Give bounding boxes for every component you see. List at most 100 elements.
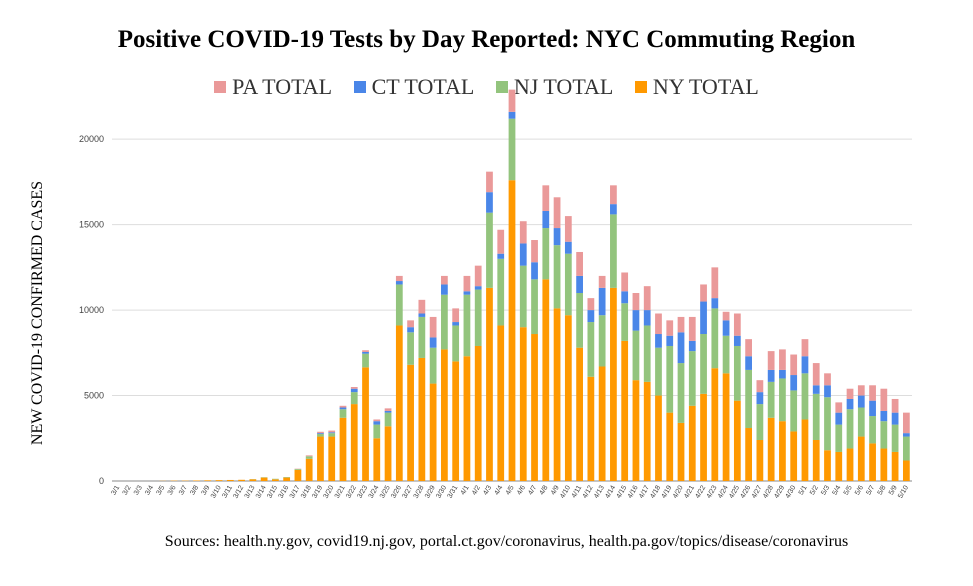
bar-pa-total (474, 265, 482, 287)
bar-nj-total (463, 294, 471, 357)
bar-ny-total (531, 334, 538, 481)
bar-nj-total (891, 424, 899, 452)
x-tick-label: 4/25 (728, 484, 741, 499)
bar-nj-total (677, 363, 685, 423)
x-tick-label: 4/16 (627, 484, 640, 499)
bar-pa-total (880, 388, 888, 411)
bar-pa-total (756, 380, 764, 393)
bar-ny-total (407, 364, 414, 481)
x-tick-label: 3/8 (189, 484, 200, 496)
bar-nj-total (610, 214, 617, 288)
bar-ny-total (204, 480, 212, 481)
x-tick-label: 4/22 (694, 484, 707, 499)
x-tick-label: 4/7 (527, 484, 538, 496)
legend-item-ct: CT TOTAL (353, 74, 474, 100)
bar-pa-total (362, 350, 369, 352)
bar-ny-total (857, 436, 865, 481)
x-tick-label: 4/23 (706, 484, 719, 499)
bar-ny-total (226, 479, 234, 481)
bar-ny-total (519, 327, 527, 481)
chart-title: Positive COVID-19 Tests by Day Reported:… (117, 26, 856, 53)
y-tick-label: 20000 (79, 134, 104, 144)
bar-ny-total (835, 451, 843, 481)
bar-ct-total (722, 320, 730, 336)
bar-pa-total (835, 402, 843, 413)
bar-ny-total (553, 308, 561, 481)
sources-note: Sources: health.ny.gov, covid19.nj.gov, … (164, 533, 849, 550)
x-tick-label: 3/29 (424, 484, 437, 499)
x-tick-label: 3/16 (278, 484, 291, 499)
x-tick-label: 4/21 (683, 484, 696, 499)
bar-pa-total (643, 286, 651, 311)
legend-swatch-ct (353, 81, 366, 93)
bar-ct-total (441, 284, 448, 295)
bar-pa-total (801, 339, 809, 357)
bar-ct-total (835, 412, 843, 425)
x-tick-label: 5/2 (809, 484, 820, 496)
legend-item-nj: NJ TOTAL (495, 74, 613, 100)
bar-ct-total (508, 111, 516, 119)
x-tick-label: 5/1 (798, 484, 809, 496)
bar-pa-total (812, 363, 820, 386)
bar-ct-total (407, 327, 414, 333)
x-tick-label: 4/3 (482, 484, 493, 496)
x-tick-label: 5/6 (854, 484, 865, 496)
bar-nj-total (824, 397, 831, 451)
bar-ny-total (564, 315, 572, 481)
x-tick-label: 5/10 (897, 484, 910, 499)
bar-ny-total (846, 448, 854, 481)
bar-nj-total (733, 345, 741, 401)
bar-pa-total (902, 412, 910, 434)
x-tick-label: 4/12 (582, 484, 595, 499)
x-tick-label: 3/26 (390, 484, 403, 499)
bar-ny-total (677, 422, 685, 481)
x-tick-label: 5/9 (888, 484, 899, 496)
bar-ny-total (621, 340, 629, 481)
x-tick-label: 5/4 (832, 484, 843, 496)
bar-nj-total (835, 424, 843, 452)
bar-ct-total (643, 310, 651, 326)
bar-nj-total (317, 434, 324, 437)
x-tick-label: 3/25 (379, 484, 392, 499)
bar-nj-total (643, 325, 651, 382)
bar-nj-total (283, 477, 291, 478)
bar-ct-total (395, 281, 403, 285)
x-tick-label: 3/9 (201, 484, 212, 496)
bar-pa-total (317, 431, 324, 434)
bar-ct-total (317, 433, 324, 434)
bar-ny-total (880, 448, 888, 481)
bar-pa-total (497, 229, 505, 254)
bar-pa-total (519, 221, 527, 244)
bar-ny-total (418, 357, 426, 481)
legend-item-ny: NY TOTAL (634, 74, 759, 100)
y-tick-label: 0 (99, 476, 104, 486)
bar-pa-total (610, 185, 617, 205)
bar-pa-total (373, 419, 381, 422)
bar-ny-total (305, 458, 313, 481)
bar-ny-total (812, 439, 820, 481)
bar-nj-total (519, 265, 527, 328)
bar-ny-total (373, 438, 381, 481)
bar-ct-total (531, 262, 538, 280)
x-tick-label: 3/21 (334, 484, 347, 499)
x-tick-label: 3/22 (345, 484, 358, 499)
x-tick-label: 3/13 (244, 484, 257, 499)
bar-nj-total (441, 294, 448, 350)
bar-pa-total (711, 267, 719, 299)
x-tick-label: 4/26 (739, 484, 752, 499)
bar-ny-total (576, 347, 583, 481)
bar-ct-total (790, 375, 798, 391)
bar-nj-total (294, 469, 302, 470)
bar-nj-total (779, 378, 786, 422)
bar-nj-total (632, 330, 640, 381)
bar-pa-total (666, 320, 674, 336)
bar-pa-total (429, 316, 437, 338)
bar-pa-total (857, 385, 865, 396)
bar-pa-total (463, 275, 471, 292)
bar-ct-total (666, 335, 674, 346)
bar-pa-total (846, 388, 854, 399)
bar-pa-total (339, 405, 347, 408)
bar-ny-total (779, 421, 786, 481)
bar-nj-total (745, 369, 752, 429)
bar-nj-total (880, 421, 888, 449)
